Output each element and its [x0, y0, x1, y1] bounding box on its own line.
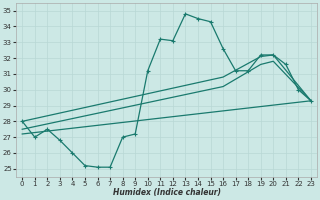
- X-axis label: Humidex (Indice chaleur): Humidex (Indice chaleur): [113, 188, 220, 197]
